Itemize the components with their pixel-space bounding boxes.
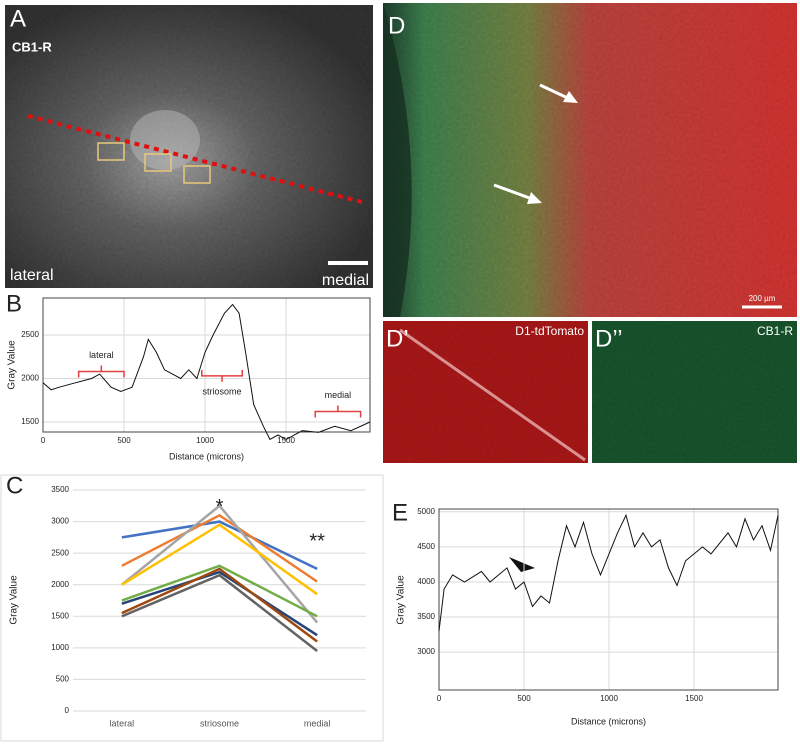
- plot-frame: [42, 297, 371, 433]
- tissue-edge: [383, 3, 412, 317]
- y-tick-label: 1500: [21, 417, 39, 426]
- y-tick-label: 4000: [417, 577, 435, 586]
- profile-line: [399, 328, 586, 462]
- series-line: [121, 513, 318, 583]
- y-tick-label: 2500: [51, 548, 69, 557]
- arrowhead: [527, 192, 542, 204]
- y-axis-label: Gray Value: [396, 575, 407, 625]
- panel-label: D: [388, 12, 405, 39]
- x-tick-label: 1500: [277, 436, 295, 445]
- x-axis-label: Distance (microns): [571, 716, 646, 726]
- bracket: [77, 365, 125, 378]
- series-line: [121, 567, 318, 643]
- profile-line: [27, 114, 363, 204]
- series-line: [121, 520, 318, 571]
- x-tick-label: 0: [41, 436, 46, 445]
- y-tick-label: 3500: [51, 485, 69, 494]
- series-line: [121, 523, 318, 596]
- x-tick-label: 0: [437, 694, 442, 703]
- profile-line: [438, 513, 779, 632]
- y-tick-label: 5000: [417, 507, 435, 516]
- roi-box: [97, 142, 125, 161]
- arrowhead: [509, 557, 535, 572]
- annotation: striosome: [203, 386, 242, 396]
- panel-label: B: [6, 290, 22, 317]
- scale-label: 200 µm: [749, 294, 776, 303]
- side-label: lateral: [10, 267, 54, 284]
- x-tick-label: striosome: [200, 718, 239, 728]
- y-tick-label: 3000: [417, 647, 435, 656]
- panel-label: D’’: [595, 325, 623, 352]
- stain-label: CB1-R: [12, 39, 52, 54]
- y-tick-label: 0: [65, 706, 70, 715]
- panel-a: A CB1-R lateral medial: [5, 5, 373, 289]
- y-tick-label: 3000: [51, 517, 69, 526]
- series-line: [121, 504, 319, 624]
- roi-box: [144, 153, 172, 172]
- profile-line: [42, 303, 371, 441]
- series-line: [121, 564, 318, 618]
- annotation: medial: [325, 390, 352, 400]
- x-tick-label: lateral: [110, 718, 135, 728]
- x-tick-label: 1000: [600, 694, 618, 703]
- striosome-patch: [130, 110, 200, 170]
- panel-d: 200 µm D: [383, 3, 797, 317]
- plot-frame: [438, 508, 779, 691]
- series-line: [121, 573, 318, 652]
- annotation: *: [216, 496, 224, 518]
- arrow: [493, 183, 536, 202]
- y-tick-label: 2500: [21, 330, 39, 339]
- x-tick-label: 1000: [196, 436, 214, 445]
- y-tick-label: 3500: [417, 612, 435, 621]
- chart-frame: [0, 474, 384, 742]
- y-tick-label: 4500: [417, 542, 435, 551]
- annotation: **: [309, 530, 325, 552]
- panel-label: A: [10, 5, 26, 32]
- micrograph: [383, 3, 797, 317]
- panel-label: E: [392, 499, 408, 526]
- x-tick-label: 500: [117, 436, 131, 445]
- x-tick-label: 1500: [685, 694, 703, 703]
- panel-d-prime: D’ D1-tdTomato: [383, 321, 588, 463]
- x-tick-label: medial: [304, 718, 331, 728]
- bracket: [314, 405, 362, 418]
- x-axis-label: Distance (microns): [169, 451, 244, 461]
- annotation: lateral: [89, 350, 114, 360]
- roi-box: [183, 165, 211, 184]
- micrograph: [592, 321, 797, 463]
- stain-label: D1-tdTomato: [515, 324, 584, 338]
- series-line: [121, 570, 318, 637]
- y-tick-label: 1500: [51, 611, 69, 620]
- panel-d-double-prime: D’’ CB1-R: [592, 321, 797, 463]
- y-tick-label: 1000: [51, 643, 69, 652]
- panel-label: D’: [386, 325, 409, 352]
- y-tick-label: 2000: [51, 580, 69, 589]
- y-tick-label: 500: [56, 675, 70, 684]
- bracket: [201, 369, 244, 382]
- stain-label: CB1-R: [757, 324, 793, 338]
- side-label: medial: [322, 272, 369, 289]
- y-tick-label: 2000: [21, 374, 39, 383]
- arrowhead: [563, 91, 578, 103]
- panel-label: C: [6, 472, 23, 499]
- y-axis-label: Gray Value: [9, 575, 20, 625]
- y-axis-label: Gray Value: [7, 340, 18, 390]
- x-tick-label: 500: [517, 694, 531, 703]
